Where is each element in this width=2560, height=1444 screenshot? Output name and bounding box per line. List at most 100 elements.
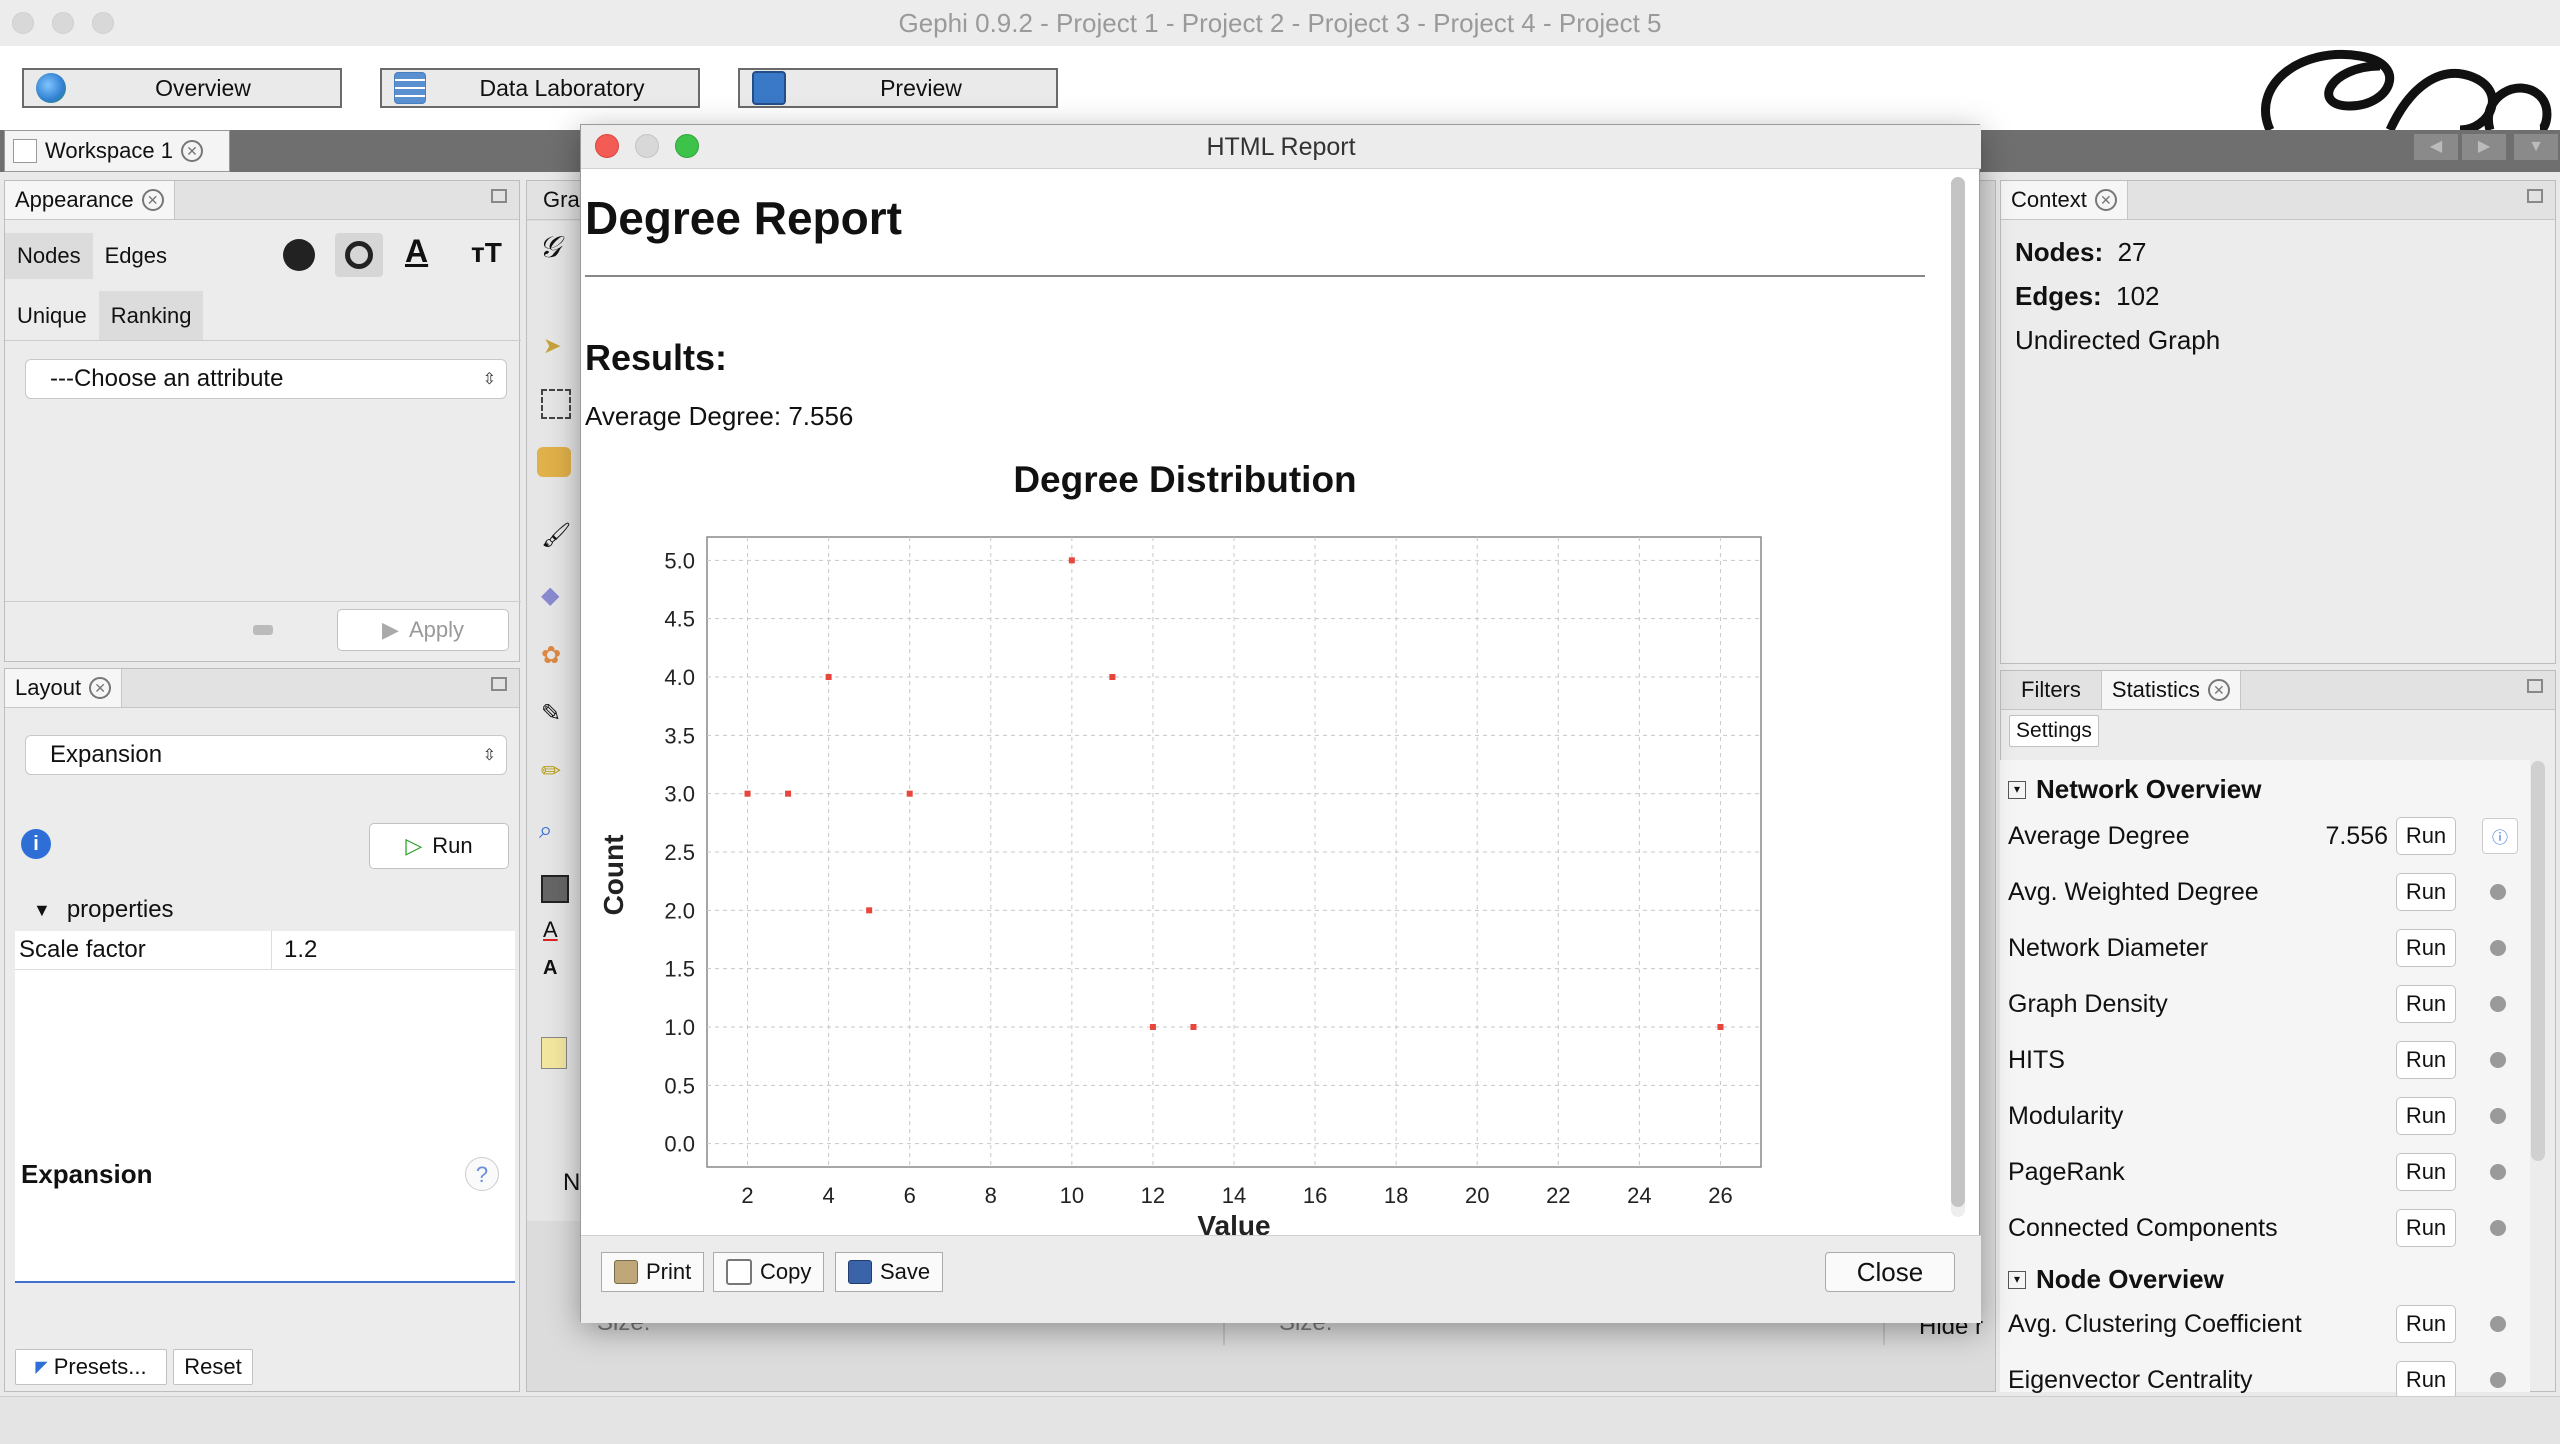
reset-button[interactable]: Reset [173, 1349, 253, 1385]
run-button[interactable]: Run [2396, 1153, 2456, 1191]
minimize-icon[interactable] [491, 189, 507, 203]
floppy-disk-icon [848, 1260, 872, 1284]
rectangle-select-icon[interactable] [541, 389, 571, 419]
attribute-select[interactable]: ---Choose an attribute ⇳ [25, 359, 507, 399]
tab-list-icon[interactable]: ▼ [2514, 134, 2558, 160]
dialog-close-button[interactable] [595, 134, 619, 158]
window-zoom-button[interactable] [92, 12, 114, 34]
property-value[interactable]: 1.2 [284, 936, 318, 963]
x-tick-label: 20 [1465, 1183, 1489, 1208]
statistic-name: Average Degree [2008, 821, 2190, 850]
tab-scroll-left-icon[interactable]: ◀ [2414, 134, 2458, 160]
help-icon[interactable]: ? [465, 1157, 499, 1191]
copy-button[interactable]: Copy [713, 1252, 825, 1292]
network-overview-header[interactable]: ▾ Network Overview [2008, 774, 2261, 805]
run-button[interactable]: Run [2396, 1041, 2456, 1079]
close-icon[interactable]: ✕ [2094, 189, 2117, 211]
run-button[interactable]: Run [2396, 817, 2456, 855]
copy-label: Copy [760, 1259, 812, 1284]
background-color-icon[interactable] [541, 875, 569, 903]
minimize-icon[interactable] [2527, 189, 2543, 203]
run-button[interactable]: Run [2396, 1209, 2456, 1247]
graph-type: Undirected Graph [2015, 325, 2221, 355]
data-point [785, 790, 792, 797]
window-close-button[interactable] [12, 12, 34, 34]
dialog-title-bar: HTML Report [581, 125, 1981, 169]
tab-ranking[interactable]: Ranking [98, 291, 204, 340]
apply-button[interactable]: ▶ Apply [337, 609, 509, 651]
size-icon[interactable] [335, 233, 383, 277]
pencil-icon[interactable]: ✎ [541, 700, 562, 727]
drag-tool-icon[interactable] [537, 447, 571, 477]
diamond-icon[interactable]: ◆ [541, 582, 560, 609]
properties-section-header[interactable]: ▼ properties [15, 891, 515, 929]
presets-button[interactable]: ◤ Presets... [15, 1349, 167, 1385]
report-unavailable-icon [2490, 1220, 2506, 1236]
run-button[interactable]: Run [2396, 929, 2456, 967]
tab-edges[interactable]: Edges [104, 243, 167, 268]
close-icon[interactable]: ✕ [2207, 679, 2230, 701]
graph-tab[interactable]: Gra [527, 181, 587, 220]
zoom-icon[interactable]: ⌕ [539, 817, 553, 844]
layout-algorithm-select[interactable]: Expansion ⇳ [25, 735, 507, 775]
minimize-icon[interactable] [491, 677, 507, 691]
tab-filters[interactable]: Filters [2001, 671, 2102, 709]
minimize-icon[interactable] [2527, 679, 2543, 693]
pointer-tool-icon[interactable]: ➤ [543, 333, 562, 358]
window-minimize-button[interactable] [52, 12, 74, 34]
bulb-icon[interactable] [541, 1037, 567, 1069]
y-tick-label: 3.0 [664, 782, 695, 807]
paint-icon[interactable]: ✿ [541, 642, 562, 669]
layout-run-button[interactable]: ▷ Run [369, 823, 509, 869]
label-font-icon[interactable]: A [543, 957, 558, 979]
data-laboratory-button[interactable]: Data Laboratory [380, 68, 700, 108]
brush-icon[interactable]: 🖌 [541, 522, 572, 549]
run-button[interactable]: Run [2396, 1097, 2456, 1135]
info-icon[interactable]: i [21, 829, 51, 859]
run-button[interactable]: Run [2396, 985, 2456, 1023]
y-tick-label: 2.0 [664, 898, 695, 923]
layout-title: Layout [15, 675, 82, 700]
tab-statistics[interactable]: Statistics ✕ [2101, 671, 2241, 709]
label-color-icon[interactable]: A [405, 233, 429, 269]
context-tab[interactable]: Context ✕ [2001, 181, 2128, 219]
tab-unique[interactable]: Unique [17, 303, 87, 328]
scrollbar[interactable] [2531, 761, 2545, 1161]
node-overview-header[interactable]: ▾ Node Overview [2008, 1264, 2224, 1295]
overview-label: Overview [155, 74, 251, 101]
y-axis: 0.0 0.5 1.0 1.5 2.0 2.5 3.0 3.5 4.0 4.5 5.0 [664, 548, 695, 1156]
report-unavailable-icon [2490, 996, 2506, 1012]
overview-button[interactable]: Overview [22, 68, 342, 108]
preview-button[interactable]: Preview [738, 68, 1058, 108]
close-icon[interactable]: ✕ [180, 140, 203, 162]
settings-button[interactable]: Settings [2009, 715, 2099, 747]
context-nodes: Nodes: 27 [2015, 237, 2147, 268]
workspace-tab[interactable]: Workspace 1 ✕ [4, 130, 230, 172]
close-icon[interactable]: ✕ [89, 677, 112, 699]
data-point [744, 790, 751, 797]
report-icon[interactable]: ⓘ [2482, 818, 2518, 854]
run-button[interactable]: Run [2396, 1305, 2456, 1343]
property-name: Scale factor [15, 931, 272, 969]
label-size-icon[interactable]: тT [471, 237, 502, 268]
appearance-tab[interactable]: Appearance ✕ [5, 181, 175, 219]
close-button[interactable]: Close [1825, 1252, 1955, 1292]
layout-tab[interactable]: Layout ✕ [5, 669, 123, 707]
close-icon[interactable]: ✕ [141, 189, 164, 211]
edge-pencil-icon[interactable]: ✏ [541, 758, 562, 785]
report-heading: Degree Report [585, 192, 902, 244]
print-button[interactable]: Print [601, 1252, 705, 1292]
scrollbar[interactable] [1951, 177, 1965, 1217]
context-panel: Context ✕ Nodes: 27 Edges: 102 Undirecte… [2000, 180, 2556, 664]
save-button[interactable]: Save [835, 1252, 944, 1292]
palette-icon[interactable] [283, 239, 315, 271]
dialog-zoom-button[interactable] [675, 134, 699, 158]
run-button[interactable]: Run [2396, 873, 2456, 911]
run-button[interactable]: Run [2396, 1361, 2456, 1399]
tab-nodes[interactable]: Nodes [5, 233, 93, 279]
layout-algorithm-value: Expansion [50, 741, 163, 768]
property-row[interactable]: Scale factor 1.2 [15, 931, 515, 970]
tab-scroll-right-icon[interactable]: ▶ [2462, 134, 2506, 160]
label-color-icon[interactable]: A [543, 917, 558, 942]
dialog-minimize-button[interactable] [635, 134, 659, 158]
